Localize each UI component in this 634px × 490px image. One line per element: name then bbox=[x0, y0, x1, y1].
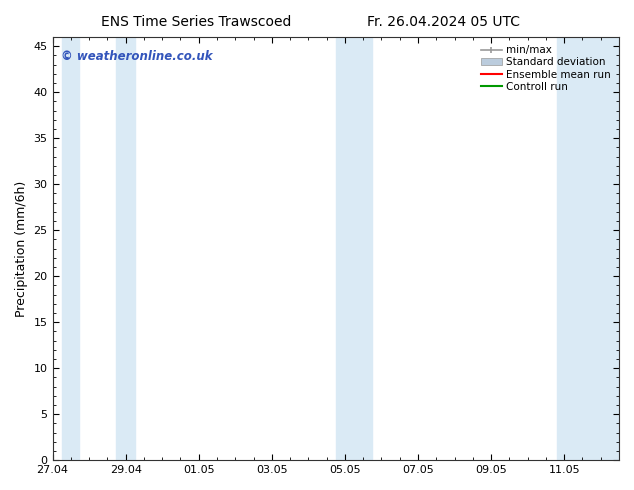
Bar bbox=[557, 37, 619, 460]
Y-axis label: Precipitation (mm/6h): Precipitation (mm/6h) bbox=[15, 180, 28, 317]
Bar bbox=[62, 37, 79, 460]
Text: © weatheronline.co.uk: © weatheronline.co.uk bbox=[61, 50, 212, 63]
Legend: min/max, Standard deviation, Ensemble mean run, Controll run: min/max, Standard deviation, Ensemble me… bbox=[478, 42, 614, 95]
Text: Fr. 26.04.2024 05 UTC: Fr. 26.04.2024 05 UTC bbox=[367, 15, 521, 29]
Bar bbox=[336, 37, 372, 460]
Text: ENS Time Series Trawscoed: ENS Time Series Trawscoed bbox=[101, 15, 292, 29]
Bar bbox=[117, 37, 135, 460]
